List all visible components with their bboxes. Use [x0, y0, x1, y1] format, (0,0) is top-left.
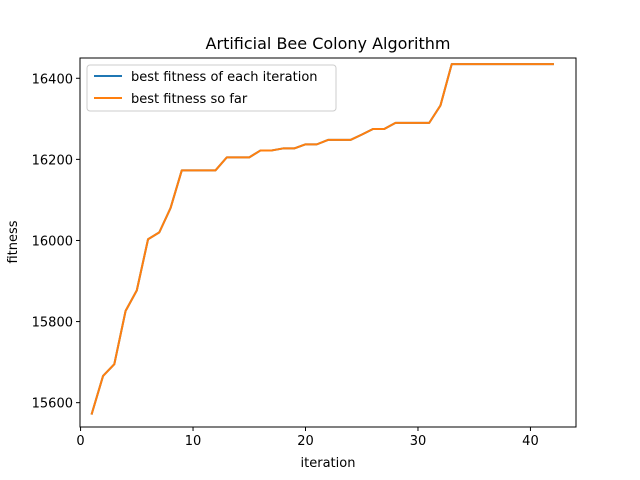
x-tick-label: 20: [297, 434, 314, 449]
chart-title: Artificial Bee Colony Algorithm: [206, 34, 451, 53]
x-axis-ticks: 0 10 20 30 40: [76, 427, 539, 449]
y-tick-label: 16200: [32, 153, 73, 168]
x-tick-label: 10: [185, 434, 202, 449]
series-line-so-far: [90, 63, 554, 415]
x-tick-label: 0: [76, 434, 84, 449]
y-axis-label: fitness: [6, 220, 21, 263]
legend-box: [86, 64, 337, 112]
y-tick-label: 15800: [32, 316, 73, 331]
x-tick-label: 40: [522, 434, 539, 449]
x-axis-label: iteration: [301, 456, 356, 471]
plot-frame: [79, 57, 577, 428]
y-axis-ticks: 15600 15800 16000 16200 16400: [32, 72, 80, 412]
x-tick-label: 30: [410, 434, 427, 449]
y-tick-label: 16400: [32, 72, 73, 87]
series-layer: [90, 63, 554, 415]
y-tick-label: 15600: [32, 397, 73, 412]
legend-label-so-far: best fitness so far: [131, 92, 248, 107]
y-tick-label: 16000: [32, 234, 73, 249]
legend-label-each-iteration: best fitness of each iteration: [131, 70, 318, 85]
legend: best fitness of each iteration best fitn…: [86, 64, 337, 112]
